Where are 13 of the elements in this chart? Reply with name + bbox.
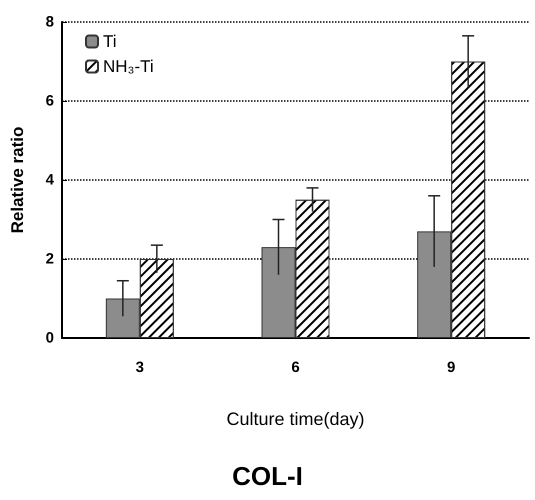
x-tick-label: 6	[291, 359, 300, 376]
legend-label: Ti	[103, 32, 117, 51]
y-tick-label: 8	[46, 14, 54, 30]
x-axis-title: Culture time(day)	[226, 409, 365, 429]
text: COL-I	[232, 461, 303, 491]
legend-label: NH₃-Ti	[103, 57, 154, 76]
x-tick-label: 9	[446, 359, 456, 376]
y-tick-label: 2	[46, 250, 54, 268]
y-tick-label: 6	[46, 92, 54, 110]
x-tick-label: 3	[136, 359, 144, 376]
y-axis-title: Relative ratio	[8, 126, 27, 234]
y-tick-label: 0	[46, 330, 54, 346]
y-tick-label: 4	[46, 172, 55, 188]
